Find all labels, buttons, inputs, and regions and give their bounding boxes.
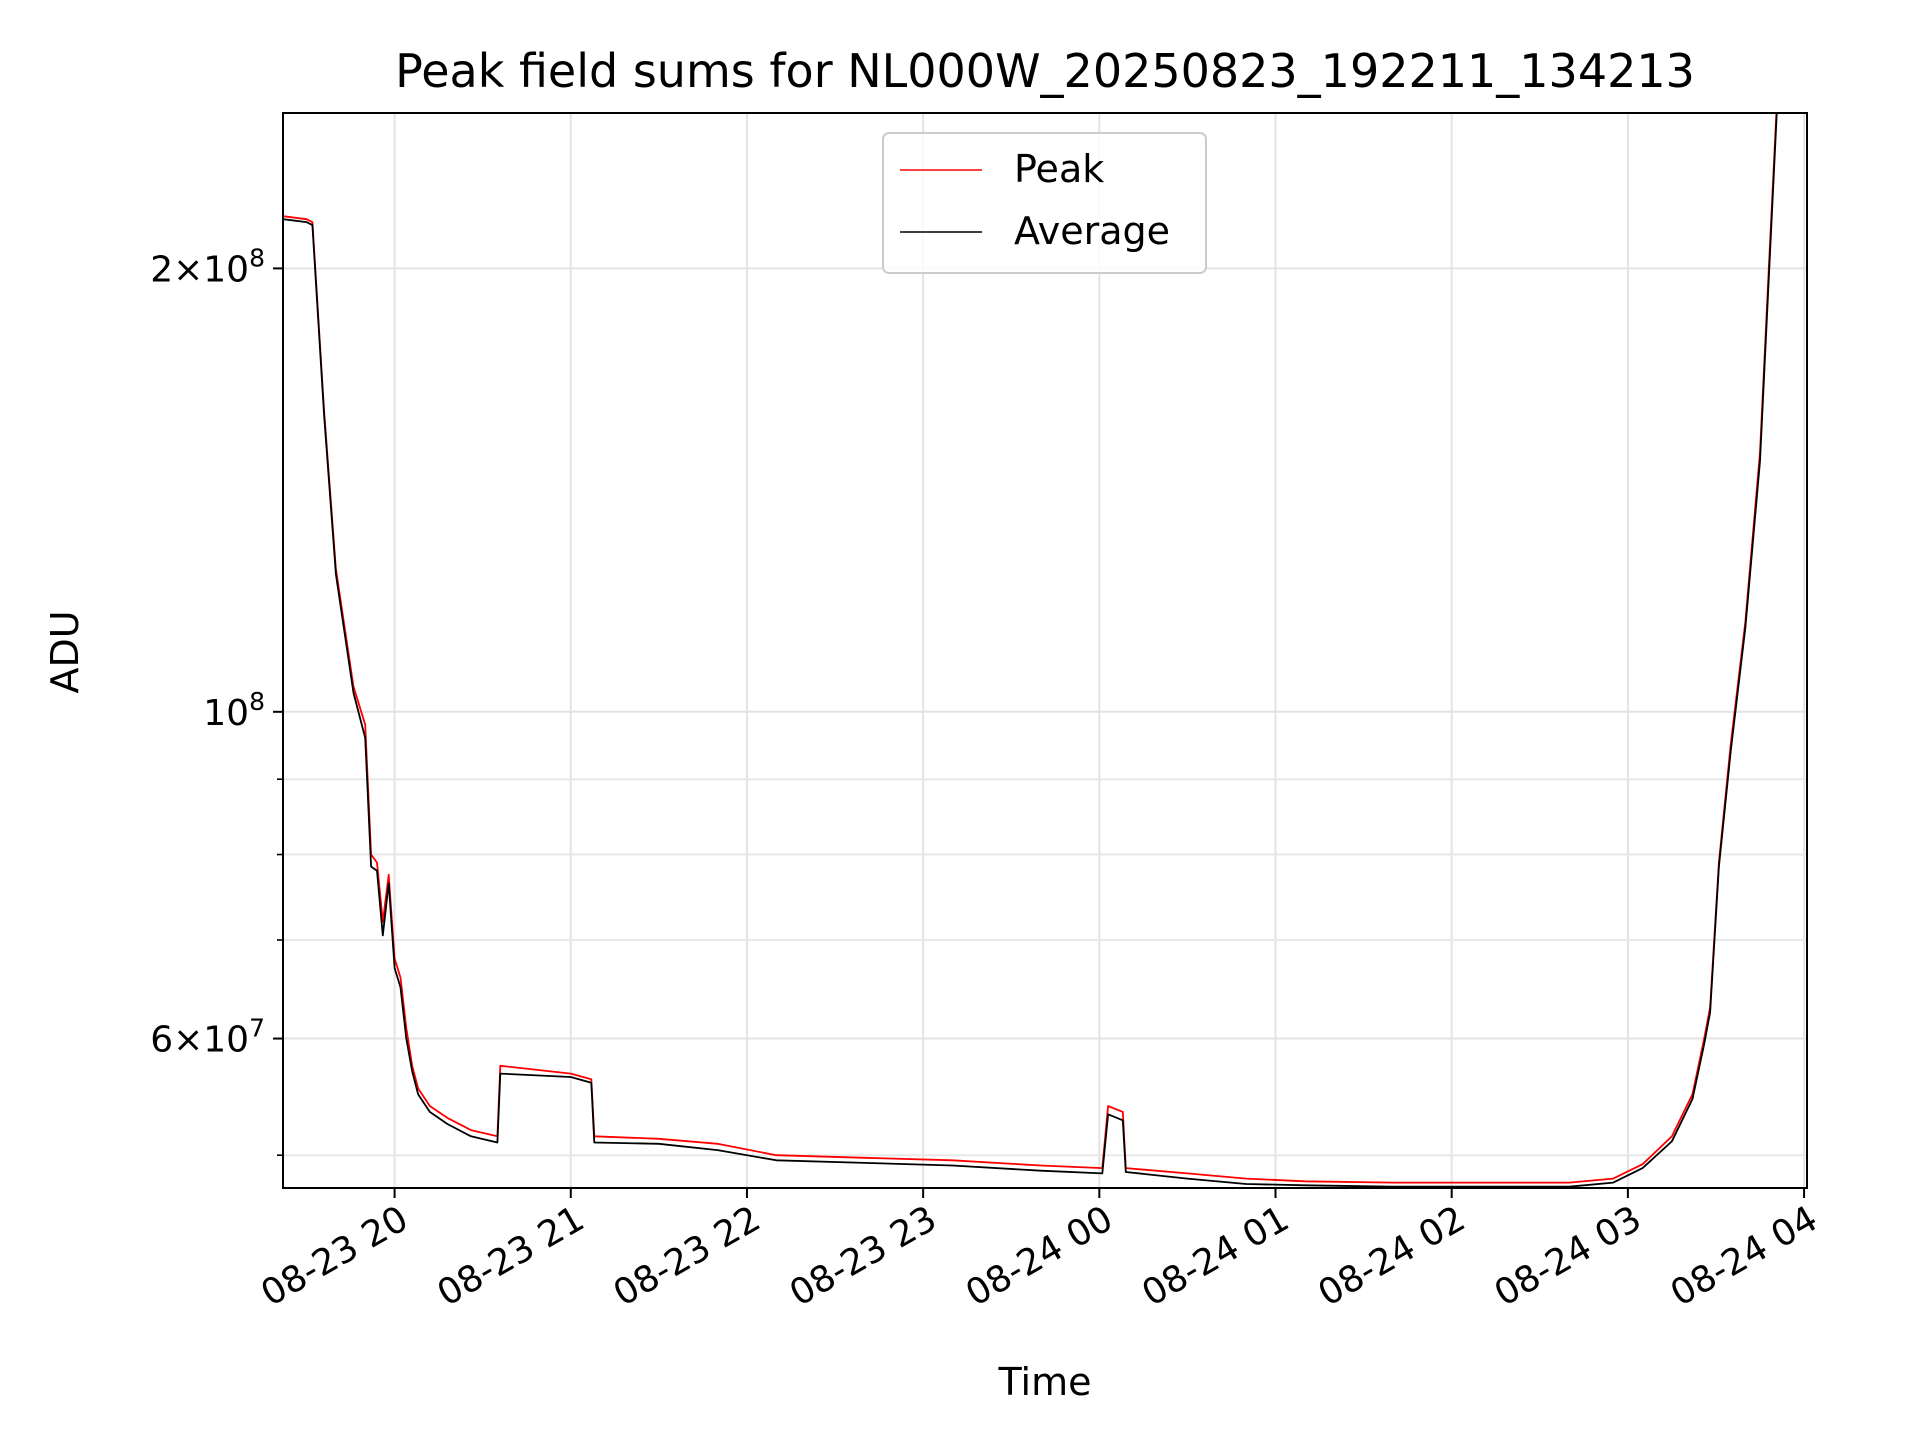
legend-label-average: Average	[1014, 209, 1170, 253]
chart-title: Peak field sums for NL000W_20250823_1922…	[395, 44, 1695, 98]
series-layer	[283, 113, 1778, 1188]
series-line-average	[283, 113, 1778, 1188]
x-axis-title: Time	[998, 1360, 1092, 1404]
legend: Peak Average	[882, 132, 1207, 274]
y-axis-title: ADU	[43, 610, 87, 693]
y-tick-label: 108	[203, 687, 265, 734]
legend-label-peak: Peak	[1014, 147, 1104, 191]
legend-box	[882, 132, 1207, 274]
y-tick-label: 6×107	[150, 1014, 265, 1061]
plot-frame	[282, 112, 1808, 1189]
y-axis: 2×108 108 6×107	[150, 243, 283, 1156]
y-tick-label: 2×108	[150, 243, 265, 290]
series-line-peak	[283, 113, 1778, 1184]
